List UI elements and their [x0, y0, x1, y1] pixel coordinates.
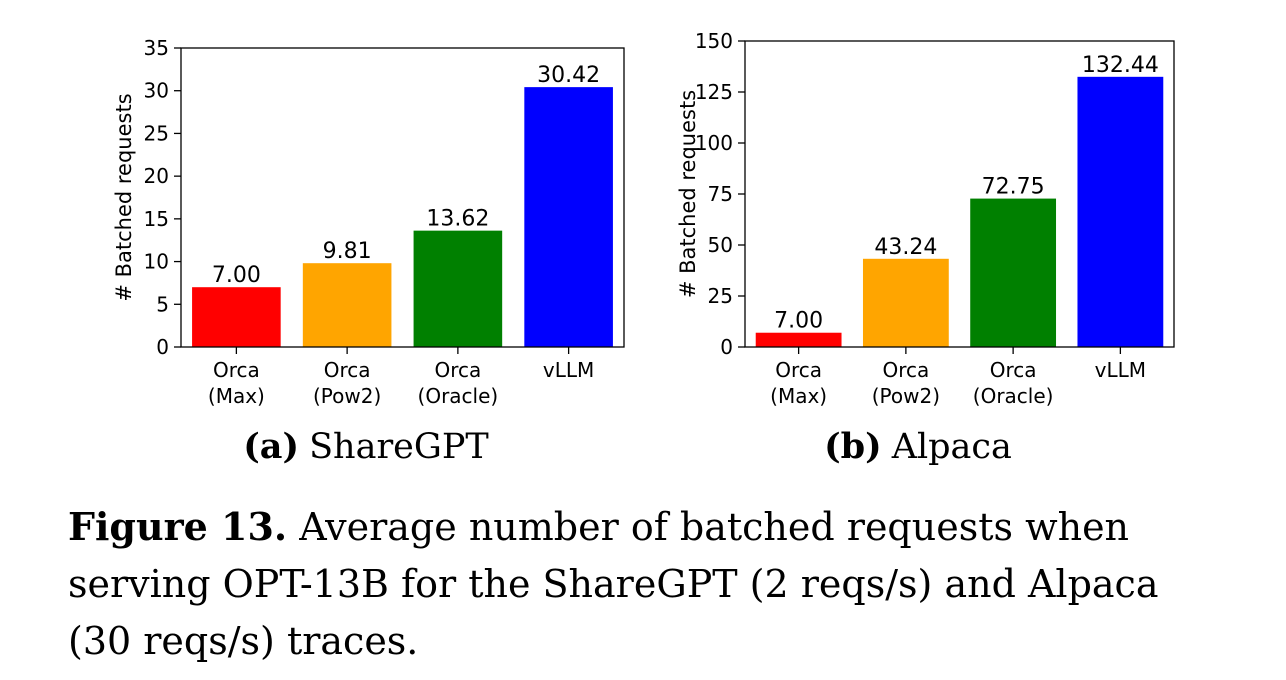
- y-tick-label: 0: [720, 335, 733, 359]
- y-tick-label: 30: [144, 79, 169, 103]
- bar-value-label: 132.44: [1082, 53, 1159, 78]
- subcaption-a: (a) ShareGPT: [243, 426, 489, 467]
- x-tick-label: vLLM: [543, 358, 594, 382]
- y-tick-label: 125: [695, 80, 733, 104]
- x-tick-label: Orca (Oracle): [973, 358, 1054, 408]
- x-tick-label: Orca (Max): [770, 358, 827, 408]
- y-axis-label: # Batched requests: [676, 90, 700, 298]
- y-tick-label: 25: [708, 284, 733, 308]
- y-tick-label: 10: [144, 250, 169, 274]
- y-tick-label: 25: [144, 121, 169, 145]
- bar-sharegpt-3: [524, 87, 613, 348]
- subcaption-b: (b) Alpaca: [824, 426, 1012, 467]
- bar-alpaca-1: [862, 258, 949, 347]
- subcaption-b-title: Alpaca: [891, 427, 1012, 467]
- x-tick-label: vLLM: [1095, 358, 1146, 382]
- bar-alpaca-0: [755, 332, 842, 347]
- y-tick-label: 100: [695, 131, 733, 155]
- figure-caption: Figure 13. Average number of batched req…: [68, 498, 1218, 670]
- bar-value-label: 7.00: [212, 263, 261, 288]
- bar-sharegpt-2: [413, 230, 503, 347]
- x-tick-label: Orca (Max): [208, 358, 265, 408]
- figure-caption-label: Figure 13.: [68, 504, 288, 549]
- bar-alpaca-2: [970, 198, 1057, 347]
- bar-value-label: 9.81: [323, 239, 372, 264]
- bar-value-label: 30.42: [537, 63, 600, 88]
- x-tick-label: Orca (Pow2): [872, 358, 940, 408]
- y-axis-label: # Batched requests: [112, 93, 136, 301]
- x-tick-label: Orca (Pow2): [313, 358, 381, 408]
- y-tick-label: 20: [144, 164, 169, 188]
- y-tick-label: 0: [156, 335, 169, 359]
- chart-panel-alpaca: (b) Alpaca 7.00 43.24 72.75 132.44 0 25 50 75 100…: [676, 29, 1175, 467]
- y-tick-label: 50: [708, 233, 733, 257]
- x-tick-label: Orca (Oracle): [418, 358, 499, 408]
- chart-panel-sharegpt: (a) ShareGPT 7.00 9.81 13.62 30.42 0 5 10 15 20 25…: [112, 36, 625, 467]
- bar-sharegpt-1: [302, 263, 392, 347]
- subcaption-a-title: ShareGPT: [309, 427, 489, 467]
- y-tick-label: 35: [144, 36, 169, 60]
- bar-value-label: 72.75: [982, 175, 1045, 200]
- y-tick-label: 150: [695, 29, 733, 53]
- bar-value-label: 43.24: [874, 235, 937, 260]
- subcaption-b-label: (b): [824, 426, 882, 467]
- bar-alpaca-3: [1077, 76, 1164, 348]
- bar-sharegpt-0: [192, 287, 281, 347]
- figure-caption-text: Average number of batched requests when …: [68, 505, 1159, 663]
- y-tick-label: 5: [156, 292, 169, 316]
- bar-value-label: 13.62: [426, 207, 489, 232]
- bar-value-label: 7.00: [774, 309, 823, 334]
- y-tick-label: 75: [708, 182, 733, 206]
- y-tick-label: 15: [144, 207, 169, 231]
- plot-frame: [180, 47, 625, 348]
- subcaption-a-label: (a): [243, 426, 299, 467]
